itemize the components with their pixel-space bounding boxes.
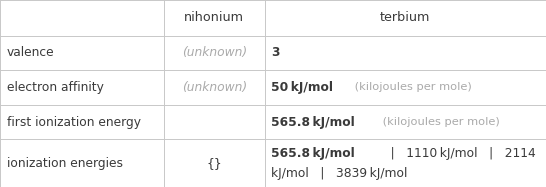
Text: first ionization energy: first ionization energy bbox=[7, 116, 140, 128]
Text: 565.8 kJ/mol: 565.8 kJ/mol bbox=[271, 147, 355, 160]
Text: ionization energies: ionization energies bbox=[7, 157, 122, 170]
Text: 3: 3 bbox=[271, 46, 280, 59]
Text: electron affinity: electron affinity bbox=[7, 81, 103, 94]
Text: nihonium: nihonium bbox=[185, 11, 244, 24]
Text: (kilojoules per mole): (kilojoules per mole) bbox=[352, 82, 472, 92]
Text: {}: {} bbox=[206, 157, 222, 170]
Text: kJ/mol   |   3839 kJ/mol: kJ/mol | 3839 kJ/mol bbox=[271, 167, 408, 180]
Text: (unknown): (unknown) bbox=[182, 46, 247, 59]
Text: |   1110 kJ/mol   |   2114: | 1110 kJ/mol | 2114 bbox=[379, 147, 536, 160]
Text: terbium: terbium bbox=[380, 11, 431, 24]
Text: (unknown): (unknown) bbox=[182, 81, 247, 94]
Text: valence: valence bbox=[7, 46, 54, 59]
Text: (kilojoules per mole): (kilojoules per mole) bbox=[379, 117, 500, 127]
Text: 50 kJ/mol: 50 kJ/mol bbox=[271, 81, 334, 94]
Text: 565.8 kJ/mol: 565.8 kJ/mol bbox=[271, 116, 355, 128]
